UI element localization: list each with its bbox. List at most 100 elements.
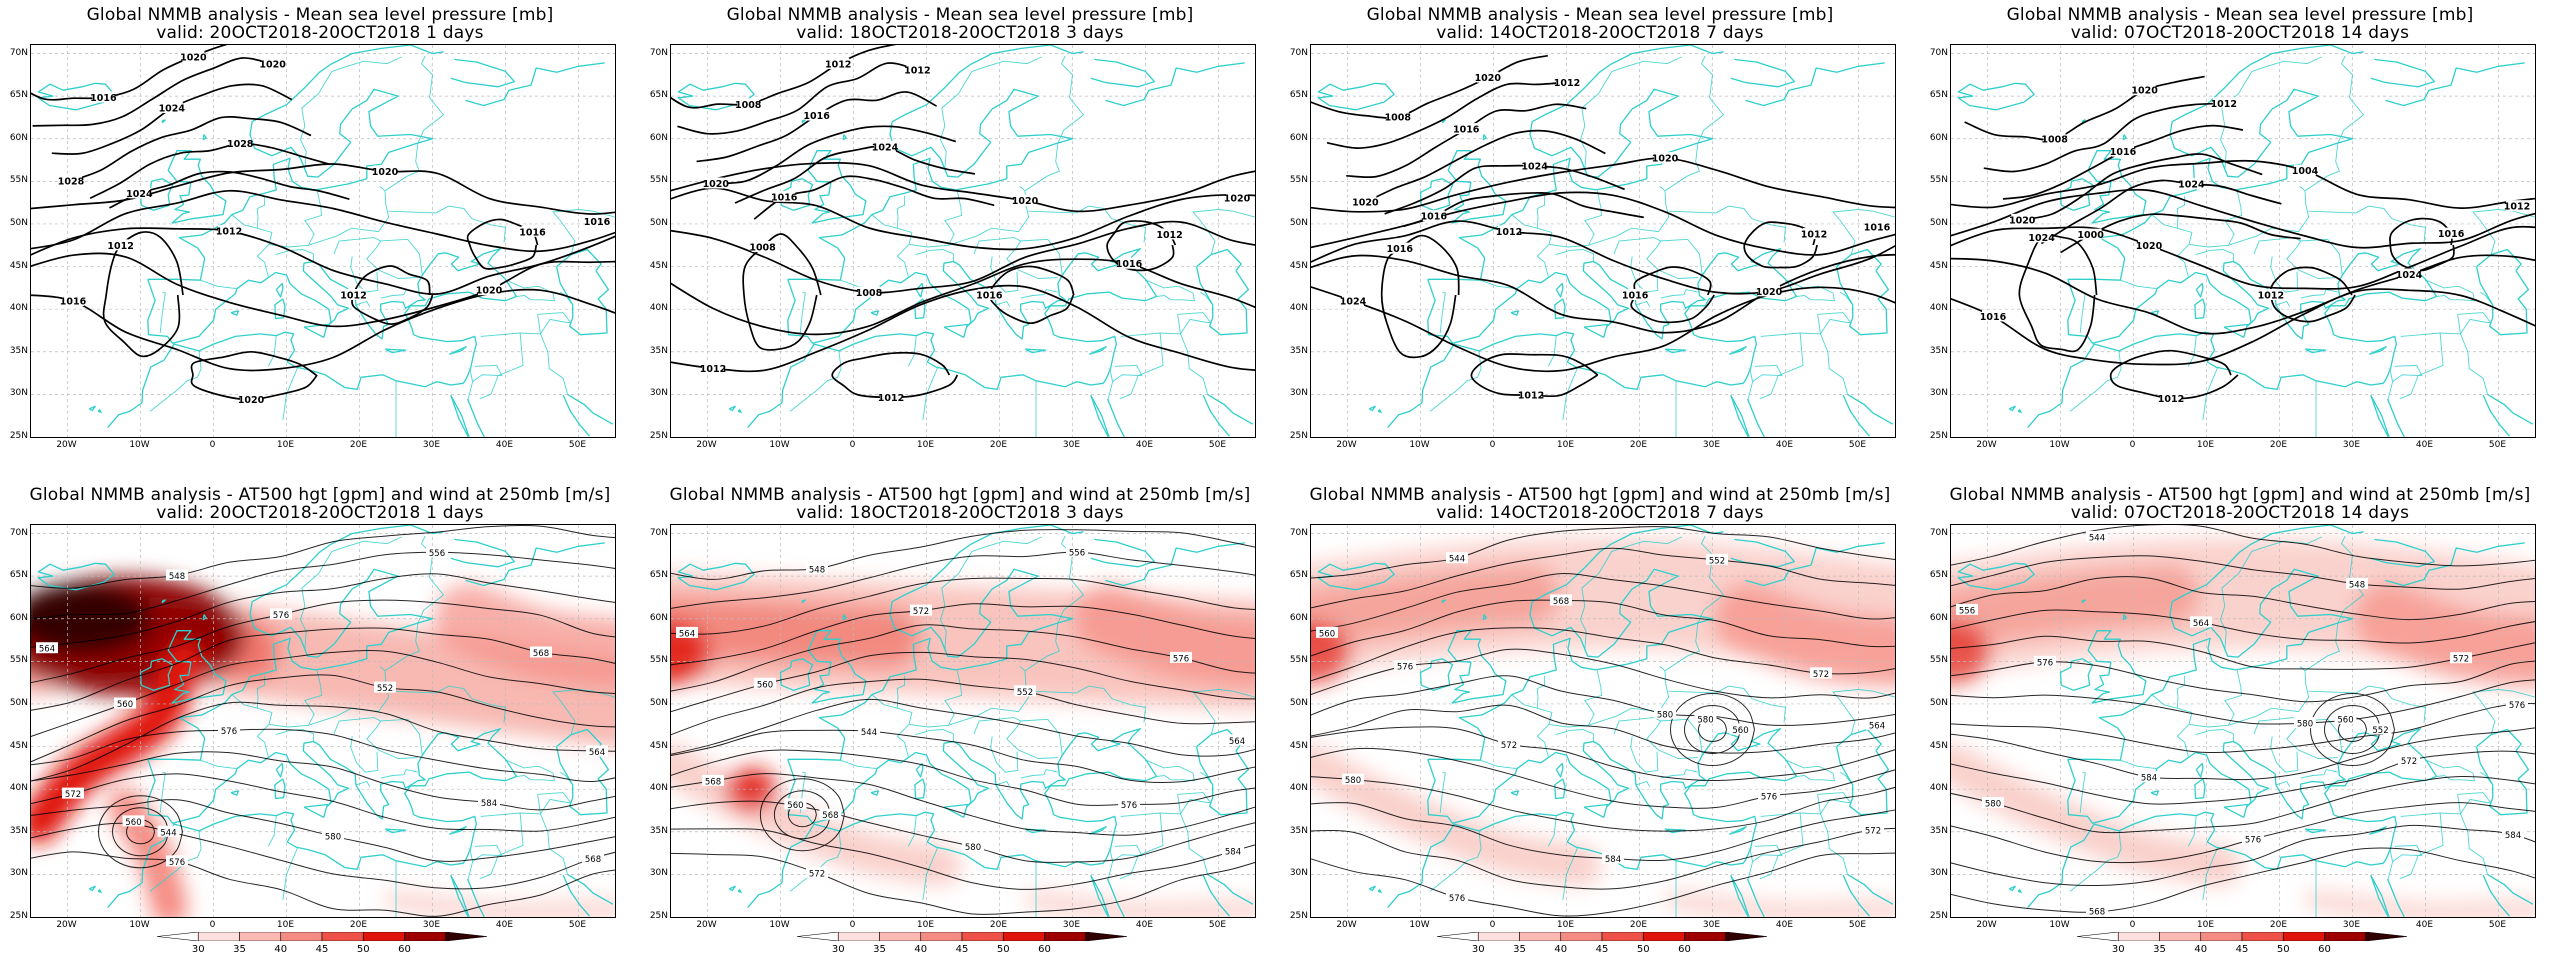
map-plot-area[interactable]: 1016 1020 1024 1028 1028 1024 1020 1016 1012 1020…: [30, 44, 616, 438]
contour-label: 1012: [1554, 78, 1580, 89]
contour-label: 1016: [1622, 291, 1649, 302]
lat-tick-label: 60N: [649, 132, 668, 143]
lat-tick-label: 25N: [1929, 911, 1948, 921]
contour-label-bg: [2346, 577, 2368, 589]
contour-label-bg: [2180, 178, 2203, 190]
contour-line: [31, 773, 615, 832]
colorbar-swatch: [2159, 932, 2202, 941]
colorbar-swatch: [1477, 932, 1520, 941]
lat-tick-label: 40N: [1289, 303, 1308, 314]
map-plot-area[interactable]: 548 556 564 576 568 560 552 564 576 584 572 580 568 5…: [30, 524, 616, 918]
contour-line: [31, 45, 228, 101]
isobars: [31, 45, 615, 401]
contour-label: 568: [533, 649, 549, 659]
lon-tick-label: 30E: [422, 440, 441, 450]
lon-tick-label: 20E: [1629, 920, 1648, 930]
contour-label: 1016: [1421, 212, 1448, 223]
contour-label: 1012: [904, 66, 930, 77]
lat-tick-label: 70N: [649, 527, 668, 538]
contour-label: 1016: [584, 217, 611, 228]
contour-label: 568: [705, 777, 721, 787]
contour-label-bg: [1810, 667, 1832, 679]
contour-label-bg: [2212, 97, 2235, 109]
lon-tick-label: 20W: [696, 440, 717, 450]
lat-tick-label: 70N: [9, 47, 28, 58]
contour-label-bg: [704, 177, 727, 189]
lon-tick-label: 50E: [1848, 920, 1867, 930]
colorbar-swatch: [837, 932, 880, 941]
contour-label-bg: [1158, 228, 1181, 240]
contour-line: [32, 57, 273, 127]
contour-label: 1024: [2028, 233, 2055, 244]
panel-title: Global NMMB analysis - Mean sea level pr…: [1920, 6, 2560, 42]
contour-line: [1951, 775, 2535, 834]
contour-label: 556: [1959, 606, 1975, 616]
contour-line: [2389, 217, 2455, 272]
map-plot-area[interactable]: 544 552 560 568 572 576 580 564 572 576 580 584 572 5…: [1310, 524, 1896, 918]
contour-label: 560: [1732, 726, 1748, 736]
map-plot-area[interactable]: 1008 1012 1016 1020 1024 1016 1020 1016 1012 1020…: [1310, 44, 1896, 438]
contour-line: [677, 62, 918, 135]
contour-label: 1020: [1652, 154, 1679, 165]
contour-label-bg: [1654, 707, 1676, 719]
contour-label: 548: [2349, 580, 2365, 590]
colorbar-swatch: [445, 932, 487, 941]
contour-line: [1311, 747, 1895, 809]
lat-tick-label: 55N: [1289, 655, 1308, 666]
country-borders: [1429, 535, 1895, 917]
contour-label-bg: [676, 626, 698, 638]
lon-tick-label: 10E: [2196, 440, 2215, 450]
panel-title: Global NMMB analysis - Mean sea level pr…: [640, 6, 1280, 42]
map-plot-area[interactable]: 1008 1012 1016 1020 1024 1016 1020 1020 1008 1016…: [670, 44, 1256, 438]
contour-label-bg: [754, 677, 776, 689]
wind-colorbar: 30 35 40 45 50 60: [1437, 932, 1767, 956]
contour-label: 1020: [1352, 198, 1379, 209]
contour-line: [1311, 726, 1895, 782]
coastlines: [1317, 525, 1894, 917]
lon-tick-label: 10E: [276, 920, 295, 930]
contour-label-bg: [1602, 852, 1624, 864]
contour-label-bg: [2133, 84, 2156, 96]
contour-line: [1311, 852, 1895, 917]
contour-line: [1951, 525, 2535, 567]
contour-line: [1311, 526, 1895, 579]
map-panel: Global NMMB analysis - Mean sea level pr…: [640, 0, 1280, 480]
contour-label-bg: [122, 815, 145, 827]
contour-labels: 548 556 564 576 568 560 552 564 576 584 572 580 568 5…: [36, 546, 608, 868]
lon-tick-label: 0: [2129, 920, 2136, 930]
contour-label: 1012: [1496, 227, 1522, 238]
contour-line: [1951, 159, 2535, 209]
contour-line: [2040, 179, 2282, 245]
map-plot-area[interactable]: 1008 1012 1016 1020 1024 1000 1004 1012 1020 1024…: [1950, 44, 2536, 438]
contour-label: 1012: [2504, 202, 2530, 213]
title-variable: Global NMMB analysis - Mean sea level pr…: [1366, 5, 1834, 25]
title-valid-period: valid: 14OCT2018-20OCT2018 7 days: [1436, 503, 1764, 523]
contour-label-bg: [182, 51, 205, 62]
lon-tick-label: 20E: [2269, 920, 2288, 930]
contour-label-bg: [858, 725, 880, 737]
lon-tick-label: 10E: [1556, 920, 1575, 930]
colorbar-tick-label: 40: [2194, 944, 2208, 955]
contour-label: 1024: [159, 103, 186, 114]
map-plot-area[interactable]: 548 556 564 572 576 560 552 564 544 576 568 580 584 5…: [670, 524, 1256, 918]
contour-label-bg: [1862, 823, 1884, 835]
contour-label: 544: [160, 828, 176, 838]
lon-tick-label: 40E: [1135, 440, 1154, 450]
map-panel: Global NMMB analysis - AT500 hgt [gpm] a…: [0, 480, 640, 960]
contour-line: [1697, 716, 1727, 743]
contour-label-bg: [962, 840, 984, 852]
lat-tick-label: 25N: [649, 431, 668, 441]
contour-label-bg: [218, 225, 240, 237]
contour-label-bg: [521, 225, 544, 237]
contour-label-bg: [906, 64, 929, 76]
lat-tick-label: 65N: [1289, 90, 1308, 101]
contour-line: [715, 125, 957, 185]
lat-tick-label: 55N: [9, 655, 28, 666]
map-plot-area[interactable]: 544 548 556 564 572 576 580 576 584 572 580 576 584 5…: [1950, 524, 2536, 918]
contour-line: [1964, 75, 2205, 141]
contour-line: [671, 773, 1255, 836]
lat-tick-label: 35N: [1929, 345, 1948, 356]
lon-tick-label: 20W: [696, 920, 717, 930]
contour-line: [31, 525, 615, 589]
lon-tick-label: 20W: [1336, 920, 1357, 930]
